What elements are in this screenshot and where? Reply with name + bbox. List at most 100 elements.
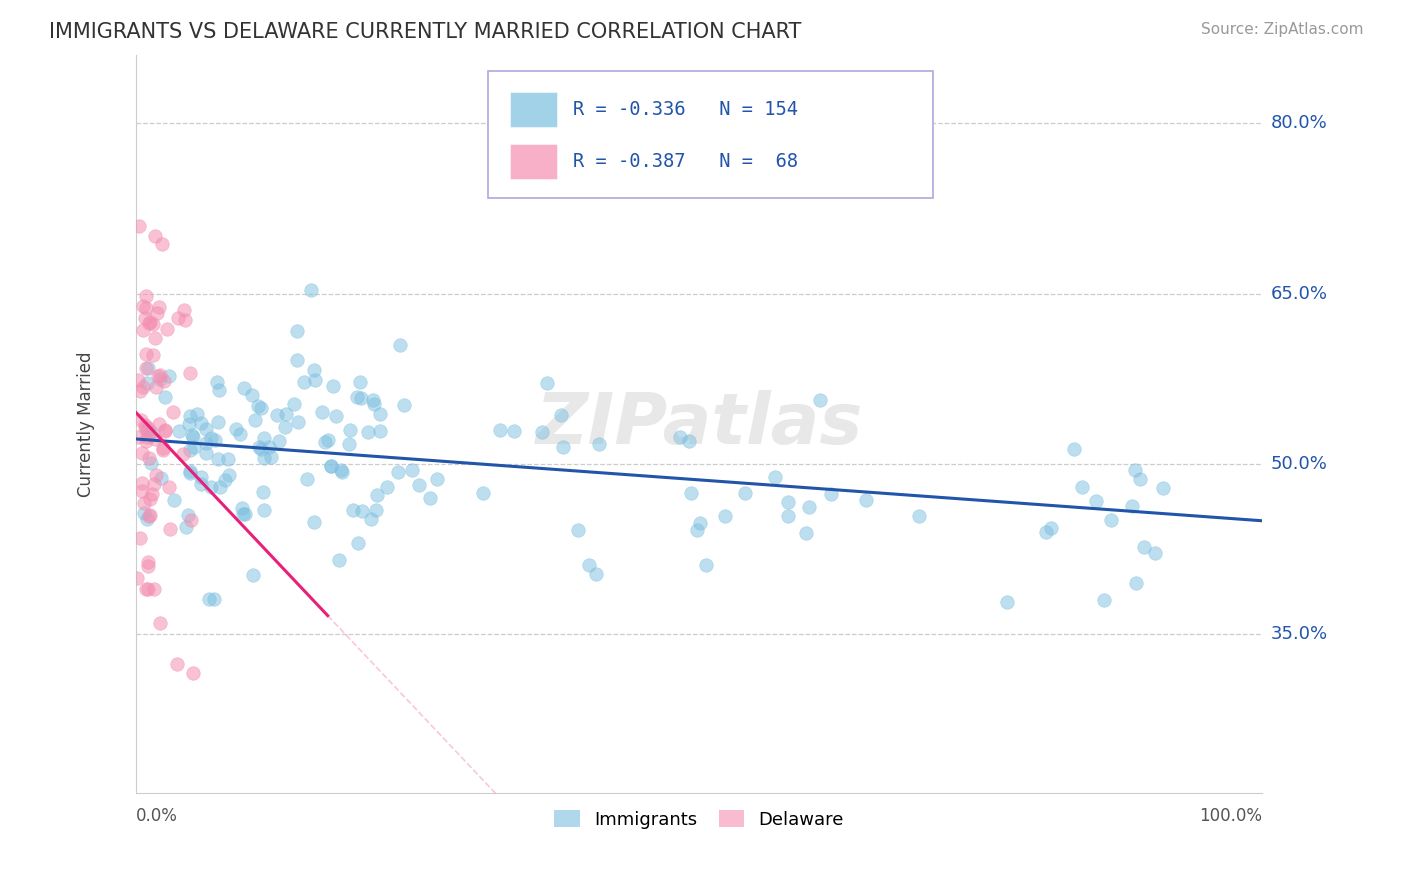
Point bbox=[131, 483, 153, 498]
Point bbox=[246, 399, 269, 413]
Point bbox=[139, 508, 162, 522]
Point bbox=[686, 523, 709, 537]
Point bbox=[321, 458, 343, 473]
Point bbox=[240, 388, 263, 402]
Point bbox=[157, 368, 180, 383]
Point bbox=[408, 478, 430, 492]
Point bbox=[1063, 442, 1085, 457]
Point bbox=[167, 425, 190, 439]
Point bbox=[177, 417, 200, 431]
Point bbox=[153, 374, 176, 388]
Point bbox=[153, 423, 176, 437]
Point bbox=[253, 431, 276, 445]
Point bbox=[339, 423, 361, 437]
Text: Currently Married: Currently Married bbox=[77, 351, 94, 497]
Point bbox=[578, 558, 600, 572]
Point bbox=[274, 419, 297, 434]
Point bbox=[167, 311, 190, 326]
Point bbox=[763, 469, 786, 483]
Point bbox=[134, 421, 156, 435]
Point bbox=[218, 468, 240, 483]
Point bbox=[177, 508, 200, 522]
Point bbox=[128, 219, 150, 233]
Point bbox=[337, 437, 360, 451]
Point bbox=[136, 360, 159, 375]
Point bbox=[179, 442, 201, 457]
Point bbox=[135, 512, 157, 526]
Point bbox=[820, 487, 842, 501]
Point bbox=[142, 348, 165, 362]
Point bbox=[330, 466, 353, 480]
Point bbox=[142, 317, 165, 331]
Point bbox=[179, 409, 201, 423]
Legend: Immigrants, Delaware: Immigrants, Delaware bbox=[547, 803, 851, 836]
Text: R = -0.336   N = 154: R = -0.336 N = 154 bbox=[574, 100, 799, 120]
Point bbox=[1121, 499, 1143, 513]
Point bbox=[190, 477, 212, 491]
Point bbox=[907, 508, 929, 523]
Point bbox=[132, 299, 155, 313]
Point bbox=[266, 409, 288, 423]
Point bbox=[138, 509, 160, 524]
Point bbox=[195, 436, 218, 450]
Point bbox=[148, 417, 170, 432]
Point bbox=[181, 428, 204, 442]
Point bbox=[195, 422, 218, 436]
Point bbox=[1035, 524, 1057, 539]
Point bbox=[173, 302, 195, 317]
Point bbox=[679, 485, 702, 500]
Point bbox=[149, 615, 172, 630]
Point bbox=[125, 570, 148, 584]
Point bbox=[283, 396, 305, 410]
Point bbox=[179, 467, 201, 481]
Point bbox=[149, 368, 172, 382]
Point bbox=[132, 496, 155, 510]
Point bbox=[375, 480, 398, 494]
Point bbox=[304, 372, 326, 386]
Point bbox=[200, 480, 222, 494]
Point bbox=[150, 237, 173, 252]
Point bbox=[242, 568, 264, 582]
Point bbox=[207, 375, 229, 389]
Text: R = -0.387   N =  68: R = -0.387 N = 68 bbox=[574, 152, 799, 171]
Point bbox=[366, 487, 388, 501]
Point bbox=[127, 430, 149, 444]
Point bbox=[319, 459, 342, 474]
Point bbox=[132, 506, 155, 520]
Point bbox=[132, 323, 155, 337]
Point bbox=[1125, 575, 1147, 590]
Point bbox=[328, 552, 350, 566]
Point bbox=[173, 313, 195, 327]
Point bbox=[156, 322, 179, 336]
Point bbox=[131, 476, 153, 491]
Point bbox=[233, 507, 256, 521]
Point bbox=[149, 372, 172, 386]
Point bbox=[136, 555, 159, 569]
Point bbox=[1152, 481, 1174, 495]
Point bbox=[138, 316, 160, 330]
Point bbox=[1133, 541, 1156, 555]
Point bbox=[252, 451, 274, 466]
Point bbox=[695, 558, 717, 572]
Point bbox=[776, 508, 799, 523]
Point bbox=[143, 477, 166, 491]
Point bbox=[419, 491, 441, 505]
Point bbox=[551, 441, 574, 455]
Point bbox=[231, 500, 253, 515]
Point bbox=[143, 582, 166, 597]
Point bbox=[149, 471, 172, 485]
Point bbox=[1084, 494, 1107, 508]
Point bbox=[141, 487, 163, 501]
Point bbox=[252, 484, 274, 499]
Point bbox=[143, 432, 166, 446]
Point bbox=[1071, 480, 1094, 494]
Point bbox=[346, 390, 368, 404]
Point bbox=[183, 440, 205, 454]
Point bbox=[799, 500, 821, 515]
Point bbox=[346, 535, 368, 549]
Point bbox=[166, 657, 188, 671]
Text: IMMIGRANTS VS DELAWARE CURRENTLY MARRIED CORRELATION CHART: IMMIGRANTS VS DELAWARE CURRENTLY MARRIED… bbox=[49, 22, 801, 42]
Point bbox=[322, 379, 344, 393]
Point bbox=[135, 434, 157, 448]
Point bbox=[714, 509, 737, 524]
